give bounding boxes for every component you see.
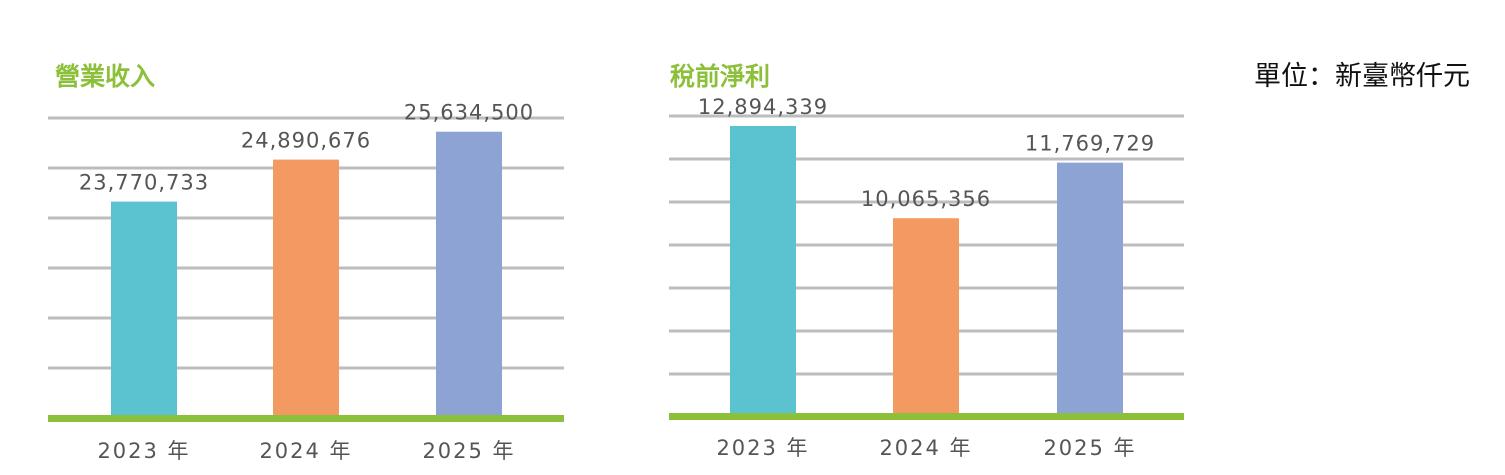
x-tick-label: 2025 年 — [1043, 436, 1136, 460]
x-tick-label: 2025 年 — [422, 439, 515, 463]
pretax-profit-chart: 稅前淨利 12,894,339 2023 年 10,065,356 2024 年 11,… — [669, 62, 1184, 460]
x-tick-label: 2023 年 — [97, 439, 190, 463]
unit-label: 單位：新臺幣仟元 — [1254, 61, 1470, 92]
data-label: 24,890,676 — [241, 129, 371, 153]
bar — [273, 159, 339, 418]
x-tick-label: 2023 年 — [716, 436, 809, 460]
chart-title: 稅前淨利 — [670, 62, 771, 91]
revenue-chart: 營業收入 23,770,733 2023 年 24,890,676 2024 年 25,… — [0, 0, 600, 475]
x-tick-label: 2024 年 — [259, 439, 352, 463]
bar — [893, 218, 959, 416]
bar — [730, 125, 796, 416]
revenue-chart-plot: 23,770,733 2023 年 24,890,676 2024 年 25,634,5… — [48, 101, 564, 463]
bar — [111, 201, 177, 418]
data-label: 10,065,356 — [861, 187, 991, 211]
data-label: 23,770,733 — [79, 171, 209, 195]
baseline — [48, 415, 564, 422]
data-label: 11,769,729 — [1025, 132, 1155, 156]
chart-title: 營業收入 — [55, 62, 156, 91]
pretax-profit-chart-plot: 12,894,339 2023 年 10,065,356 2024 年 11,769,7… — [669, 95, 1184, 460]
x-tick-label: 2024 年 — [879, 436, 972, 460]
baseline — [669, 413, 1184, 420]
data-label: 12,894,339 — [698, 95, 828, 119]
bar — [436, 131, 502, 419]
data-label: 25,634,500 — [404, 101, 534, 125]
bar — [1057, 162, 1123, 416]
